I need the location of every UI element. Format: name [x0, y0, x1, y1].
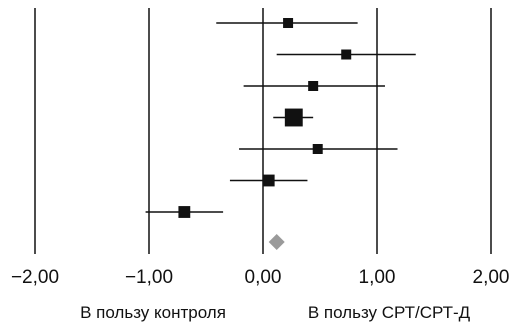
study-row-2: [276, 49, 416, 60]
x-tick-label-4: 1,00: [359, 267, 396, 288]
study-2-point-marker: [341, 49, 352, 60]
study-row-4: [273, 108, 314, 127]
study-row-1: [216, 18, 358, 28]
x-tick-label-5: 2,00: [473, 267, 510, 288]
x-tick-label-2: −1,00: [125, 267, 173, 288]
x-tick-label-1: −2,00: [11, 267, 59, 288]
grid-lines: [34, 8, 492, 254]
study-1-point-marker: [283, 18, 294, 28]
pooled-estimate-group: [268, 234, 285, 250]
study-row-3: [243, 81, 385, 91]
favors-treatment-label: В пользу СРТ/СРТ-Д: [308, 303, 471, 322]
favors-control-label: В пользу контроля: [80, 303, 226, 322]
study-7-point-marker: [178, 206, 191, 218]
study-row-6: [229, 174, 308, 187]
pooled-estimate-diamond: [268, 234, 285, 250]
study-row-7: [145, 206, 224, 218]
study-6-point-marker: [262, 174, 275, 187]
x-tick-label-3: 0,00: [245, 267, 282, 288]
study-rows: [145, 18, 416, 218]
study-4-point-marker: [284, 108, 303, 127]
study-row-5: [239, 144, 398, 154]
study-3-point-marker: [308, 81, 319, 91]
x-axis-tick-labels: −2,00 −1,00 0,00 1,00 2,00: [11, 267, 510, 288]
study-5-point-marker: [312, 144, 323, 154]
